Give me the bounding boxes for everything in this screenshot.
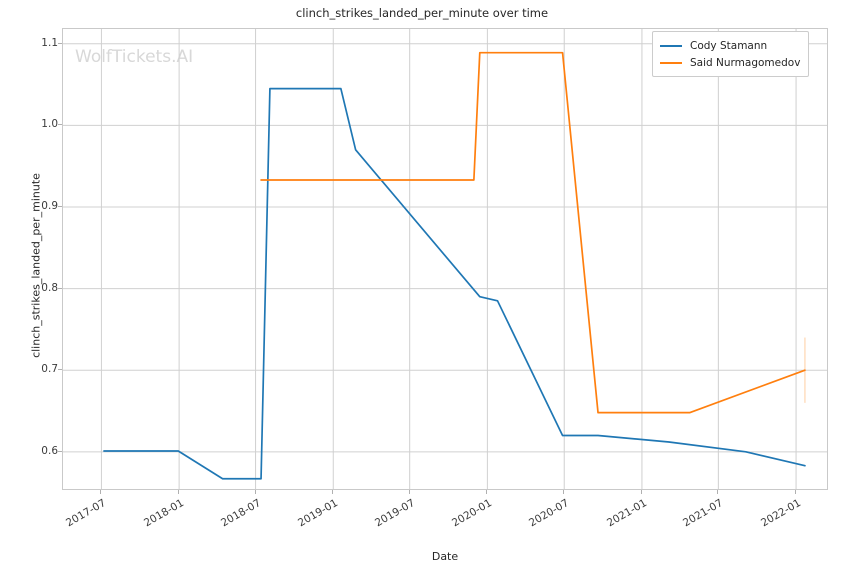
y-tick-label: 1.0 (41, 118, 58, 131)
gridlines (63, 29, 827, 489)
y-tick-mark (58, 205, 62, 207)
y-tick-label: 0.6 (41, 444, 58, 457)
x-tick-mark (254, 490, 256, 494)
legend: Cody Stamann Said Nurmagomedov (652, 31, 810, 77)
legend-label: Said Nurmagomedov (690, 56, 801, 69)
x-tick-label: 2022-01 (759, 497, 804, 530)
x-axis-label: Date (431, 550, 459, 563)
plot-canvas (63, 29, 827, 489)
x-tick-mark (100, 490, 102, 494)
x-tick-label: 2019-07 (372, 497, 417, 530)
x-tick-label: 2018-07 (218, 497, 263, 530)
y-tick-mark (58, 42, 62, 44)
x-tick-label: 2020-07 (527, 497, 572, 530)
y-tick-mark (58, 450, 62, 452)
legend-item[interactable]: Said Nurmagomedov (660, 54, 800, 71)
y-tick-mark (58, 124, 62, 126)
y-tick-mark (58, 369, 62, 371)
x-tick-mark (408, 490, 410, 494)
y-tick-label: 1.1 (41, 36, 58, 49)
legend-color-swatch (660, 44, 682, 47)
x-tick-mark (178, 490, 180, 494)
y-tick-label: 0.9 (41, 199, 58, 212)
y-tick-label: 0.8 (41, 281, 58, 294)
x-tick-mark (563, 490, 565, 494)
x-tick-label: 2019-01 (296, 497, 341, 530)
y-axis-label: clinch_strikes_landed_per_minute (29, 173, 43, 358)
series-lines (103, 51, 806, 480)
x-tick-mark (717, 490, 719, 494)
plot-area: WolfTickets.AI (62, 28, 828, 490)
x-tick-label: 2017-07 (64, 497, 109, 530)
x-tick-mark (795, 490, 797, 494)
legend-color-swatch (660, 61, 682, 64)
x-tick-mark (486, 490, 488, 494)
legend-item[interactable]: Cody Stamann (660, 37, 800, 54)
watermark: WolfTickets.AI (75, 47, 194, 67)
x-tick-mark (332, 490, 334, 494)
series-line (260, 51, 806, 414)
x-tick-label: 2021-07 (681, 497, 726, 530)
x-tick-label: 2021-01 (604, 497, 649, 530)
series-line (103, 87, 806, 480)
y-tick-mark (58, 287, 62, 289)
x-tick-label: 2018-01 (142, 497, 187, 530)
chart-title: clinch_strikes_landed_per_minute over ti… (295, 6, 549, 20)
x-tick-label: 2020-01 (450, 497, 495, 530)
x-tick-mark (640, 490, 642, 494)
y-tick-label: 0.7 (41, 363, 58, 376)
legend-label: Cody Stamann (690, 39, 768, 52)
